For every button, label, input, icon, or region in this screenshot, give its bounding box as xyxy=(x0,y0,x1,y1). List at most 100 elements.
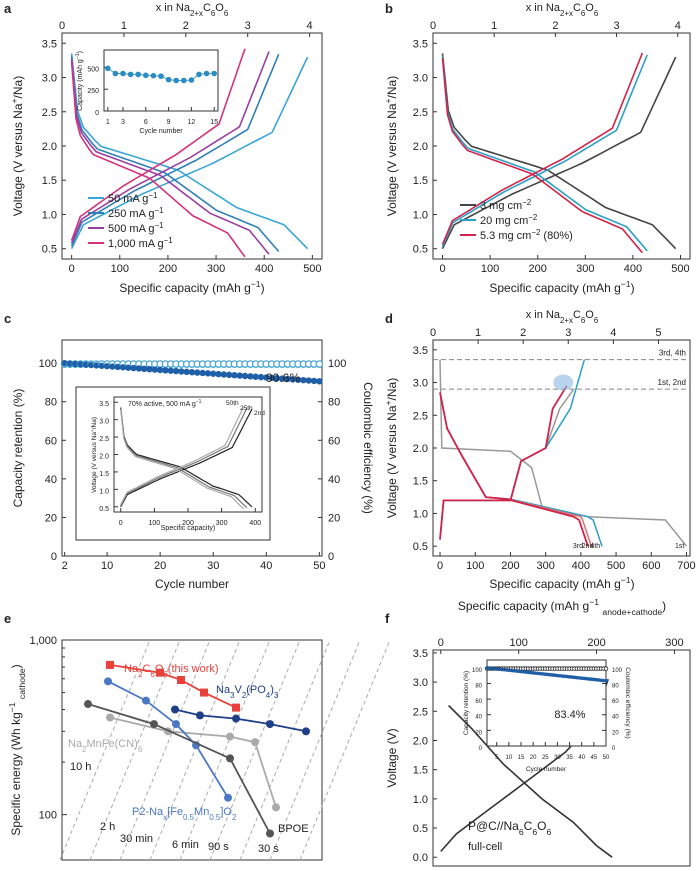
inset-curve-label: 25th xyxy=(240,405,253,412)
label-part: Voltage (V versus Na xyxy=(385,103,399,216)
y-tick-label: 1.5 xyxy=(413,175,428,187)
inset-label: 70% active, 500 mA g−1 xyxy=(128,399,202,408)
x-tick-label: 4 xyxy=(675,20,681,32)
x-axis-title: Specific capacity (mAh g−1) xyxy=(119,279,264,295)
x-tick-label: 500 xyxy=(303,263,321,275)
y-tick-label: 0.0 xyxy=(413,852,428,864)
series-marker xyxy=(172,720,180,729)
x-tick-label: 0 xyxy=(119,520,123,527)
inset-y-title: Capacity (mAh g−1) xyxy=(75,51,84,111)
label-part: full-cell xyxy=(468,841,502,853)
y-tick-label: 1.5 xyxy=(413,765,428,777)
y-tick-label: 2.0 xyxy=(413,141,428,153)
x-tick-label: 1 xyxy=(475,327,481,339)
charge-curve xyxy=(70,53,280,247)
y-axis-title: Voltage (V versus Na+/Na) xyxy=(383,378,399,518)
x-tick-label: 10 xyxy=(101,560,113,572)
discharge-curve xyxy=(441,57,644,254)
plot-frame xyxy=(61,639,323,861)
label-part: /Na) xyxy=(385,378,399,401)
retention-point xyxy=(82,361,90,368)
x-tick-label: 10 xyxy=(506,755,513,761)
label-part: 2 xyxy=(62,560,68,572)
label-part: 20 mg cm xyxy=(480,215,528,227)
label-part: 15 xyxy=(518,755,525,761)
panel-f: f0.00.51.01.52.02.53.03.50 100 200 300Speci… xyxy=(385,597,691,867)
retention-point xyxy=(289,376,297,383)
x-tick-label: 15 xyxy=(210,119,218,126)
y-tick-label: 2.0 xyxy=(42,141,57,153)
label-part: /Na) xyxy=(11,76,25,99)
label-part: 50 mA g xyxy=(108,193,148,205)
label-part: 83.4% xyxy=(554,709,585,721)
label-part: 1.0 xyxy=(413,794,428,806)
label-part: 6 xyxy=(594,316,599,325)
label-part: 2+x xyxy=(190,9,203,18)
label-part: 1st, 2nd xyxy=(658,378,686,387)
series-line xyxy=(87,703,271,834)
label-part: 1 xyxy=(475,327,481,339)
x-tick-label: 600 xyxy=(642,560,660,572)
inset-curve-label: 2nd xyxy=(254,410,265,417)
y-tick-label: 0 xyxy=(51,551,57,563)
label-part: cathode xyxy=(17,668,27,699)
label-part: 25th xyxy=(240,405,253,412)
x-tick-label: 1 xyxy=(491,20,497,32)
x-tick-label: 20 xyxy=(154,560,166,572)
charge-curve xyxy=(441,54,648,248)
inset-y-title: Voltage (V versus Na+/Na) xyxy=(90,417,99,493)
label-part: 3.5 xyxy=(42,38,57,50)
label-part: 2 xyxy=(183,20,189,32)
label-part: a xyxy=(4,1,12,16)
y-tick-label: 1.0 xyxy=(413,794,428,806)
retention-point xyxy=(268,374,275,382)
discharge-curve xyxy=(448,704,613,858)
label-part: f xyxy=(385,611,390,626)
label-part: c xyxy=(4,311,11,326)
y2-axis-title: Coulombic efficiency (%) xyxy=(361,382,375,514)
y-tick-label: 2.0 xyxy=(413,735,428,747)
y-tick-label: 1.5 xyxy=(413,476,428,488)
label-part: 1st xyxy=(675,543,684,550)
series-marker xyxy=(106,660,114,669)
y-tick-label: 3.5 xyxy=(42,38,57,50)
label-part: 700 xyxy=(677,560,695,572)
label-part: 3.0 xyxy=(413,378,428,390)
rate-label: 2 h xyxy=(100,821,115,833)
inset-x-title: Specific capacity) xyxy=(161,525,215,532)
charge-curve xyxy=(439,385,568,540)
series-marker xyxy=(171,705,179,714)
label-part: 300 xyxy=(207,263,225,275)
label-part: ) xyxy=(261,281,265,295)
label-part: C xyxy=(142,663,150,675)
label-part: 2nd xyxy=(254,410,265,417)
label-part: −1 xyxy=(621,279,631,289)
label-part: BPOE xyxy=(278,823,309,835)
label-part: 500 xyxy=(303,263,321,275)
inset-point xyxy=(211,70,217,77)
rate-label: 6 min xyxy=(172,839,199,851)
label-part: Specific capacity) xyxy=(161,525,215,532)
label-part: 2.0 xyxy=(413,443,428,455)
y-tick-label: 1.0 xyxy=(42,209,57,221)
x-tick-label: 100 xyxy=(111,263,129,275)
label-part: 20 xyxy=(475,730,482,736)
label-part: 3 xyxy=(245,20,251,32)
label-part: 100 xyxy=(39,358,57,370)
x-tick-label: 500 xyxy=(671,263,689,275)
retention-point xyxy=(273,375,281,382)
label-part: 80 xyxy=(45,397,57,409)
x-tick-label: 35 xyxy=(566,755,573,761)
legend-label: 5.3 mg cm−2 (80%) xyxy=(480,228,573,243)
x-tick-label: 1 xyxy=(106,119,110,126)
label-part: 0 xyxy=(430,20,436,32)
label-part: −1 xyxy=(164,236,174,245)
x-tick-label: 200 xyxy=(182,520,194,527)
series-line xyxy=(109,716,277,808)
label-part: 6 min xyxy=(172,839,199,851)
y-axis-title: Capacity retention (%) xyxy=(11,389,25,508)
label-part: 3 xyxy=(274,691,279,700)
retention-point xyxy=(225,371,233,379)
label-part: 300 xyxy=(665,637,683,649)
